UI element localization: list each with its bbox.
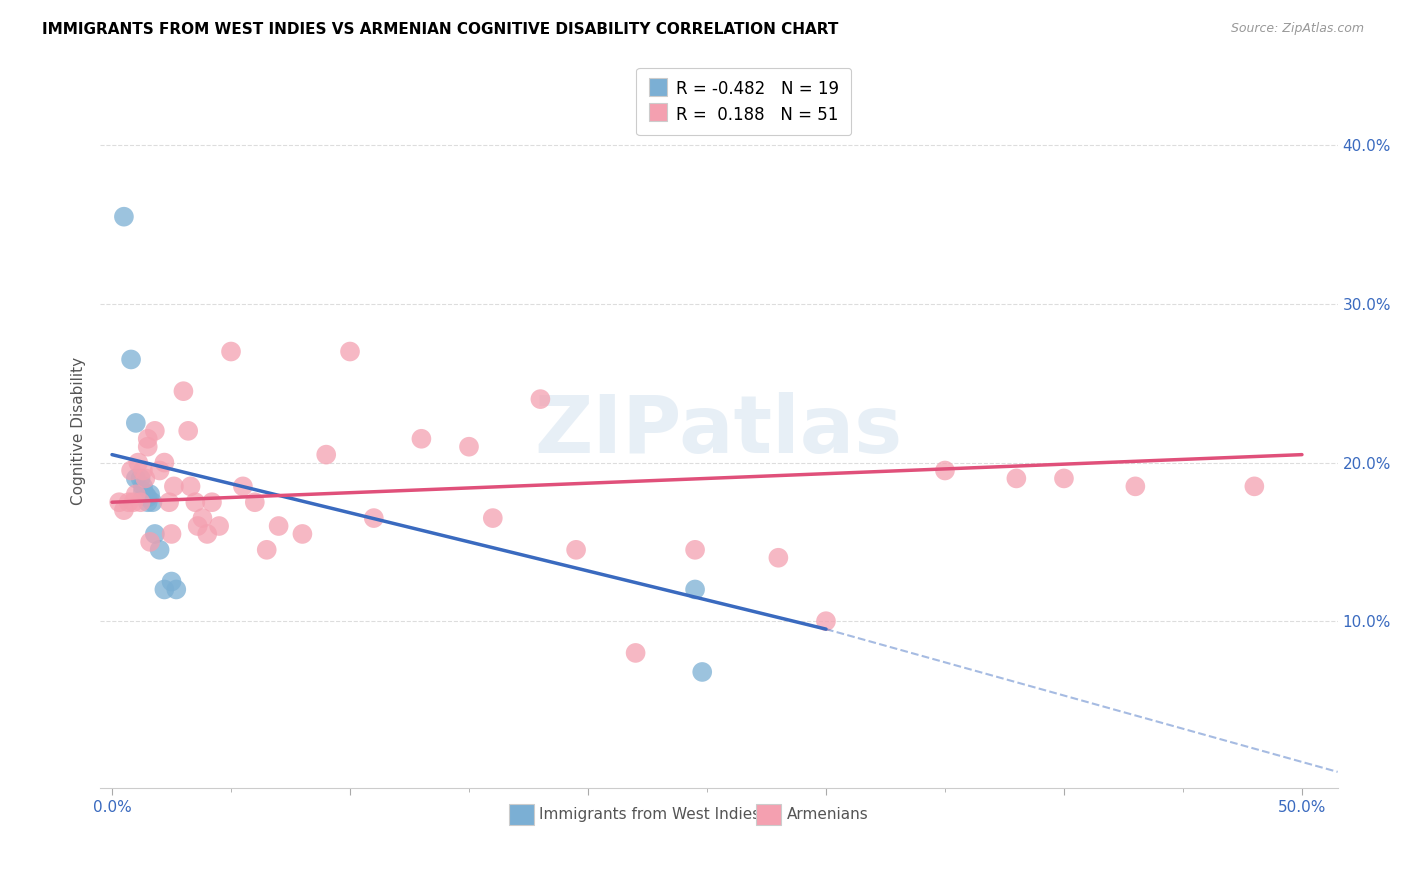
Point [315,448,337,462]
Point [136,495,159,509]
Point [195,527,218,541]
Point [129,471,152,485]
Point [132,479,155,493]
Text: IMMIGRANTS FROM WEST INDIES VS ARMENIAN COGNITIVE DISABILITY CORRELATION CHART: IMMIGRANTS FROM WEST INDIES VS ARMENIAN … [42,22,838,37]
Point [118,495,141,509]
Point [132,484,155,499]
Point [139,534,162,549]
Point [125,487,148,501]
Point [363,511,385,525]
Point [143,424,166,438]
Point [125,471,148,485]
Point [208,519,231,533]
Point [122,495,145,509]
Point [160,574,183,589]
Point [690,665,713,679]
Point [153,456,176,470]
Y-axis label: Cognitive Disability: Cognitive Disability [72,357,86,505]
Point [134,471,156,485]
Point [1053,471,1076,485]
Point [141,495,163,509]
Text: Immigrants from West Indies: Immigrants from West Indies [540,807,761,822]
Point [411,432,433,446]
Point [683,542,706,557]
Point [125,416,148,430]
Point [132,463,155,477]
Point [112,503,135,517]
Text: Armenians: Armenians [787,807,869,822]
Point [191,511,214,525]
Point [243,495,266,509]
Point [565,542,588,557]
Point [458,440,481,454]
Point [153,582,176,597]
Point [1125,479,1147,493]
Point [120,352,142,367]
Point [1005,471,1028,485]
Point [814,614,837,628]
Point [139,487,162,501]
Point [481,511,503,525]
Point [127,456,149,470]
Point [184,495,207,509]
Point [136,440,159,454]
Point [339,344,361,359]
Point [529,392,551,406]
Point [136,491,159,505]
Point [136,432,159,446]
Point [157,495,180,509]
Point [187,519,209,533]
Point [201,495,224,509]
Point [624,646,647,660]
Point [134,487,156,501]
Text: ZIPatlas: ZIPatlas [534,392,903,470]
Point [177,424,200,438]
Text: Source: ZipAtlas.com: Source: ZipAtlas.com [1230,22,1364,36]
Point [1243,479,1265,493]
Point [108,495,131,509]
Point [165,582,187,597]
Point [172,384,194,399]
Legend: R = -0.482   N = 19, R =  0.188   N = 51: R = -0.482 N = 19, R = 0.188 N = 51 [637,68,851,136]
Point [267,519,290,533]
Point [143,527,166,541]
Point [149,463,172,477]
Point [160,527,183,541]
Point [256,542,278,557]
Point [768,550,790,565]
Point [180,479,202,493]
Point [112,210,135,224]
Point [232,479,254,493]
Point [129,495,152,509]
Point [219,344,242,359]
Point [163,479,186,493]
Point [291,527,314,541]
Point [149,542,172,557]
Point [120,463,142,477]
Point [683,582,706,597]
Point [934,463,956,477]
